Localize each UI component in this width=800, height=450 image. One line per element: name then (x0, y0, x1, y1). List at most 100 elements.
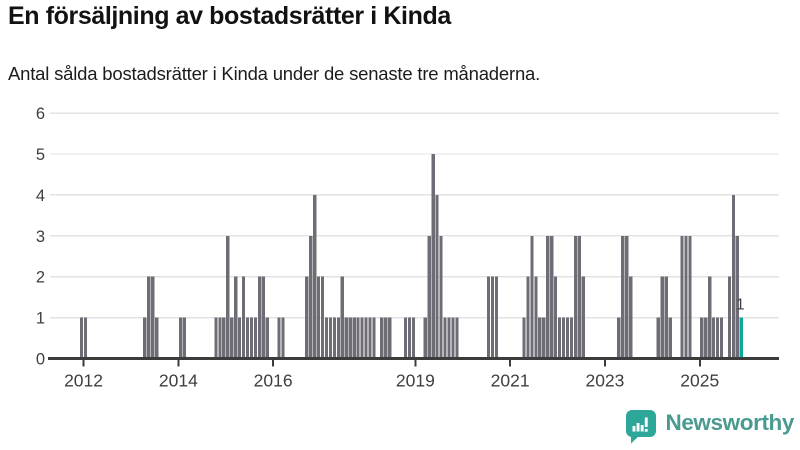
newsworthy-logo: Newsworthy (625, 407, 794, 445)
x-axis-label-2021: 2021 (491, 371, 530, 391)
bar-2015-11 (265, 317, 269, 359)
bar-2017-10 (356, 317, 360, 359)
y-axis-label-1: 1 (36, 310, 45, 328)
bar-2024-02 (656, 317, 660, 359)
bar-2015-04 (238, 317, 242, 359)
bar-2017-05 (336, 317, 340, 359)
bar-2015-07 (249, 317, 254, 359)
x-axis-label-2019: 2019 (396, 371, 435, 391)
latest-value-annotation: 1 (736, 297, 745, 314)
x-axis-label-2025: 2025 (680, 371, 719, 391)
bar-2017-06 (340, 276, 344, 359)
bar-2018-05 (384, 317, 388, 359)
bar-2024-05 (668, 317, 672, 359)
chart-subtitle: Antal sålda bostadsrätter i Kinda under … (8, 63, 541, 84)
bar-2014-01 (178, 317, 182, 359)
bar-2022-02 (561, 317, 566, 359)
y-axis-label-4: 4 (36, 187, 45, 205)
bar-2014-10 (214, 317, 218, 359)
bar-2019-04 (427, 235, 431, 359)
bar-2018-10 (403, 317, 408, 359)
bar-2015-10 (261, 276, 265, 359)
y-axis-label-2: 2 (36, 269, 45, 287)
bar-2021-06 (530, 235, 534, 359)
page-title: En försäljning av bostadsrätter i Kinda (8, 2, 451, 30)
bar-2014-11 (218, 317, 222, 359)
bar-2018-12 (411, 317, 415, 359)
bar-2016-03 (281, 317, 285, 359)
bar-2022-01 (557, 317, 562, 359)
bar-2025-01 (700, 317, 704, 359)
bar-2024-10 (688, 235, 692, 359)
bar-2017-09 (352, 317, 356, 359)
bar-2025-10 (735, 235, 739, 359)
bar-2018-06 (388, 317, 392, 359)
y-axis-label-0: 0 (36, 351, 45, 369)
bar-2013-07 (155, 317, 159, 359)
bar-2021-09 (542, 317, 546, 359)
bar-2022-04 (569, 317, 573, 359)
bar-2025-11 (739, 317, 743, 359)
bar-2025-02 (704, 317, 708, 359)
bar-2025-04 (712, 317, 716, 359)
bar-2019-10 (451, 317, 455, 359)
bar-2013-04 (143, 317, 147, 359)
bar-2017-12 (364, 317, 368, 359)
y-axis-label-3: 3 (36, 228, 45, 246)
bar-2017-04 (332, 317, 336, 359)
bar-2018-02 (372, 317, 376, 359)
bar-2024-08 (680, 235, 684, 359)
bar-2024-04 (664, 276, 668, 359)
x-axis-label-2023: 2023 (585, 371, 624, 391)
bar-2022-03 (565, 317, 570, 359)
bar-2017-07 (344, 317, 348, 359)
x-axis-label-2016: 2016 (254, 371, 293, 391)
bar-2017-11 (360, 317, 364, 359)
bar-2021-10 (546, 235, 550, 359)
bar-2012-01 (83, 317, 88, 359)
bar-2023-04 (617, 317, 621, 359)
bar-2015-06 (245, 317, 250, 359)
brand-name: Newsworthy (665, 410, 794, 435)
bar-2025-09 (731, 194, 735, 359)
bar-2016-10 (309, 235, 313, 359)
bar-2016-09 (305, 276, 309, 359)
bar-2019-03 (423, 317, 427, 359)
bar-2011-12 (80, 317, 84, 359)
bar-2019-05 (431, 154, 435, 359)
bar-2024-09 (684, 235, 688, 359)
bar-2025-05 (715, 317, 720, 359)
bar-2022-07 (581, 276, 585, 359)
bar-2018-04 (380, 317, 384, 359)
bar-2019-07 (439, 235, 443, 359)
bar-2023-06 (625, 235, 629, 359)
x-axis-label-2012: 2012 (64, 371, 103, 391)
bar-2025-06 (719, 317, 724, 359)
bar-2015-01 (226, 235, 230, 359)
bar-2014-12 (222, 317, 226, 359)
bar-2017-08 (348, 317, 352, 359)
bar-2025-03 (708, 276, 712, 359)
bar-2020-08 (490, 276, 494, 359)
bar-2023-05 (621, 235, 625, 359)
x-axis-label-2014: 2014 (159, 371, 198, 391)
bar-2017-03 (328, 317, 333, 359)
bar-2019-08 (443, 317, 447, 359)
bar-2013-06 (151, 276, 155, 359)
bar-2015-05 (241, 276, 246, 359)
bar-2013-05 (147, 276, 151, 359)
bar-2015-03 (234, 276, 238, 359)
bar-2016-02 (277, 317, 281, 359)
bar-2021-12 (554, 276, 558, 359)
newsworthy-speech-bubble-bar-chart-icon (626, 409, 657, 443)
bar-2021-11 (550, 235, 554, 359)
bar-2024-03 (660, 276, 664, 359)
y-axis-label-5: 5 (36, 146, 45, 164)
bar-2017-02 (324, 317, 329, 359)
bar-2025-08 (727, 276, 731, 359)
bar-2018-01 (368, 317, 372, 359)
bar-2014-02 (182, 317, 186, 359)
bar-2018-11 (407, 317, 412, 359)
bar-2020-07 (486, 276, 491, 359)
bar-2015-08 (253, 317, 257, 359)
